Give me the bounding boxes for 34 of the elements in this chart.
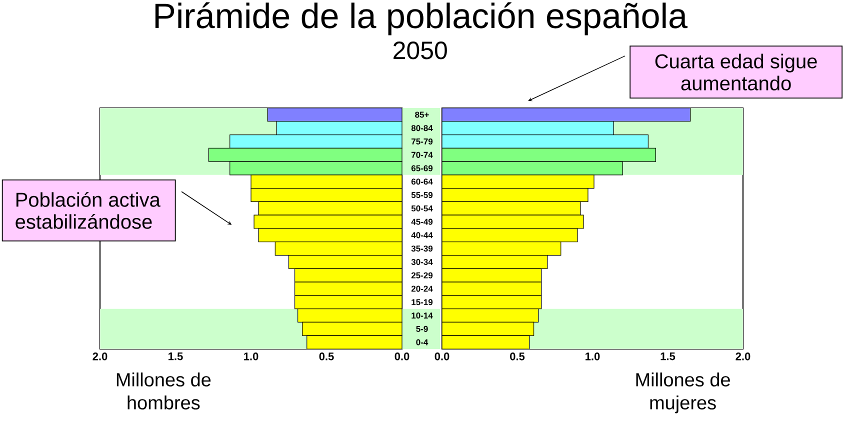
- x-tick-label: 0.0: [434, 352, 450, 360]
- y-tick-label: 55-59: [411, 192, 433, 198]
- y-tick-label: 10-14: [412, 312, 433, 319]
- x-tick-label: 2.0: [736, 352, 750, 360]
- y-tick-label: 25-29: [411, 272, 433, 278]
- y-tick-label: 20-24: [411, 286, 433, 292]
- y-tick-label: 0-4: [416, 339, 428, 346]
- x-axis-title: Millones de hombres: [116, 372, 211, 410]
- y-tick-label: 5-9: [416, 326, 428, 332]
- y-tick-label: 30-34: [411, 258, 433, 265]
- annotation: Población activa estabilizándose: [16, 192, 160, 229]
- chart-title: Pirámide de la población española: [155, 2, 688, 36]
- x-tick-label: 0.0: [394, 352, 410, 360]
- y-tick-label: 75-79: [411, 138, 433, 144]
- y-tick-label: 45-49: [411, 218, 433, 225]
- x-tick-label: 0.5: [510, 352, 525, 360]
- y-tick-label: 85+: [415, 112, 429, 118]
- y-tick-label: 35-39: [411, 246, 433, 252]
- x-tick-label: 1.5: [660, 352, 676, 360]
- x-axis-title: Millones de mujeres: [636, 372, 730, 414]
- y-tick-label: 65-69: [411, 165, 433, 172]
- y-tick-label: 40-44: [411, 232, 433, 238]
- y-tick-label: 50-54: [411, 205, 433, 212]
- y-tick-label: 60-64: [411, 178, 433, 185]
- chart-subtitle: 2050: [394, 42, 447, 60]
- x-tick-label: 2.0: [92, 352, 108, 360]
- y-tick-label: 70-74: [411, 152, 433, 158]
- x-tick-label: 0.5: [319, 352, 334, 360]
- x-tick-label: 1.5: [168, 352, 183, 360]
- y-tick-label: 15-19: [412, 299, 433, 306]
- x-tick-label: 1.0: [586, 352, 600, 360]
- y-tick-label: 80-84: [411, 125, 433, 132]
- x-tick-label: 1.0: [244, 352, 258, 360]
- text: Cuarta edad sigue aumentando: [655, 54, 817, 90]
